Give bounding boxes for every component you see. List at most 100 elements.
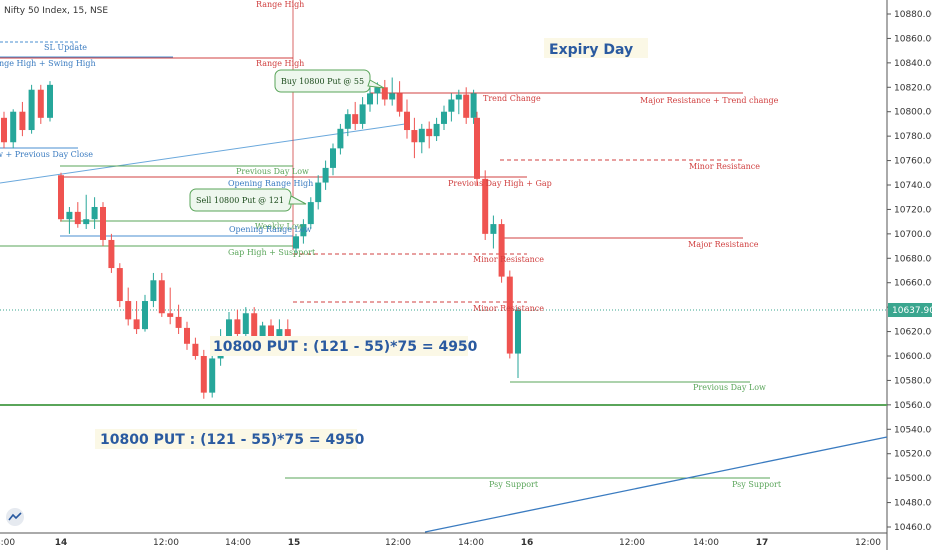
- label-expiry-day: Expiry Day: [549, 42, 633, 58]
- candle[interactable]: [19, 101, 26, 137]
- candle[interactable]: [293, 233, 299, 254]
- candle-body: [150, 280, 157, 302]
- candle[interactable]: [411, 117, 418, 159]
- candle[interactable]: [433, 117, 440, 142]
- price-tick-label: 10660.00: [894, 279, 932, 289]
- candle[interactable]: [91, 197, 98, 229]
- candle[interactable]: [58, 172, 64, 222]
- label-major-resistance: Major Resistance: [688, 240, 759, 249]
- price-axis[interactable]: [887, 0, 932, 550]
- candle[interactable]: [344, 109, 351, 137]
- buy-callout[interactable]: Buy 10800 Put @ 55: [274, 69, 385, 93]
- candle[interactable]: [108, 233, 115, 273]
- candle[interactable]: [515, 307, 521, 378]
- time-tick-label: 12:00: [855, 538, 881, 548]
- candle-body: [426, 128, 433, 137]
- tradingview-logo-icon[interactable]: [6, 508, 24, 526]
- candle[interactable]: [47, 81, 53, 122]
- candle-body: [411, 130, 418, 143]
- candle-body: [83, 219, 90, 225]
- candle[interactable]: [367, 87, 373, 112]
- label-calc-2: 10800 PUT : (121 - 55)*75 = 4950: [100, 432, 365, 448]
- time-axis-ticks: 4:00 14 12:00 14:00 15 12:00 14:00 16 12:00 14:00…: [0, 538, 881, 548]
- candle-body: [251, 313, 258, 344]
- candle[interactable]: [66, 206, 73, 234]
- candle[interactable]: [133, 301, 140, 335]
- label-prev-day-low-1: Previous Day Low: [236, 167, 309, 176]
- candle-body: [226, 319, 232, 337]
- candle[interactable]: [209, 353, 216, 398]
- candle-body: [209, 358, 216, 393]
- candle-body: [490, 224, 497, 234]
- candle[interactable]: [175, 304, 182, 335]
- candle-body: [470, 93, 477, 118]
- label-sl-update: SL Update: [44, 43, 87, 52]
- candle[interactable]: [37, 84, 44, 124]
- candle[interactable]: [474, 111, 480, 185]
- candle[interactable]: [242, 307, 249, 342]
- candle[interactable]: [83, 194, 90, 229]
- label-opening-range-high: Opening Range High: [228, 179, 313, 188]
- candle[interactable]: [506, 270, 513, 359]
- candle[interactable]: [200, 349, 207, 399]
- price-tick-label: 10480.00: [894, 499, 932, 509]
- candle[interactable]: [498, 219, 505, 283]
- candle[interactable]: [322, 160, 329, 190]
- label-major-res-trend: Major Resistance + Trend change: [640, 96, 779, 105]
- candle-body: [352, 114, 359, 124]
- candle[interactable]: [307, 197, 314, 229]
- label-gap-high-support: Gap High + Suspport: [228, 248, 316, 257]
- candle[interactable]: [100, 202, 106, 247]
- level-lines: [0, 0, 888, 533]
- candle[interactable]: [184, 321, 190, 350]
- candle[interactable]: [1, 111, 7, 149]
- price-tick-label: 10800.00: [894, 108, 932, 118]
- candle[interactable]: [142, 294, 148, 332]
- candle-body: [142, 301, 148, 330]
- candle-body: [433, 123, 440, 137]
- candle[interactable]: [455, 89, 462, 115]
- candle[interactable]: [315, 175, 322, 210]
- candle[interactable]: [10, 109, 17, 149]
- candle-body: [28, 89, 35, 131]
- candle-body: [367, 93, 373, 105]
- candle[interactable]: [404, 99, 410, 139]
- candle[interactable]: [470, 89, 477, 124]
- candle[interactable]: [448, 93, 455, 122]
- candle[interactable]: [359, 97, 366, 129]
- label-trend-change: Trend Change: [483, 94, 541, 103]
- candle[interactable]: [116, 263, 123, 308]
- price-tick-label: 10460.00: [894, 523, 932, 533]
- candle[interactable]: [74, 202, 81, 228]
- candle[interactable]: [396, 81, 403, 117]
- candle[interactable]: [441, 105, 447, 131]
- candle-body: [315, 182, 322, 203]
- candle-body: [463, 94, 470, 118]
- candle[interactable]: [418, 123, 425, 154]
- candle[interactable]: [463, 87, 470, 124]
- candle[interactable]: [389, 77, 396, 106]
- candle[interactable]: [426, 121, 433, 149]
- candle[interactable]: [125, 287, 132, 326]
- candle-body: [200, 356, 207, 393]
- candle-body: [66, 211, 73, 220]
- candle[interactable]: [150, 272, 157, 308]
- candle[interactable]: [490, 215, 497, 249]
- candle[interactable]: [482, 170, 489, 240]
- candle[interactable]: [300, 219, 307, 244]
- candle-body: [74, 211, 81, 225]
- sell-callout[interactable]: Sell 10800 Put @ 121: [189, 188, 307, 212]
- candle[interactable]: [192, 337, 199, 360]
- price-tick-label: 10780.00: [894, 132, 932, 142]
- candles-group[interactable]: [1, 77, 521, 399]
- candle[interactable]: [158, 272, 165, 317]
- candle[interactable]: [167, 287, 174, 325]
- candle[interactable]: [337, 123, 344, 155]
- time-tick-label: 12:00: [619, 538, 645, 548]
- candle-body: [133, 319, 140, 330]
- candle[interactable]: [330, 143, 336, 176]
- candle[interactable]: [28, 84, 35, 134]
- candle[interactable]: [381, 79, 388, 106]
- candle[interactable]: [352, 101, 359, 131]
